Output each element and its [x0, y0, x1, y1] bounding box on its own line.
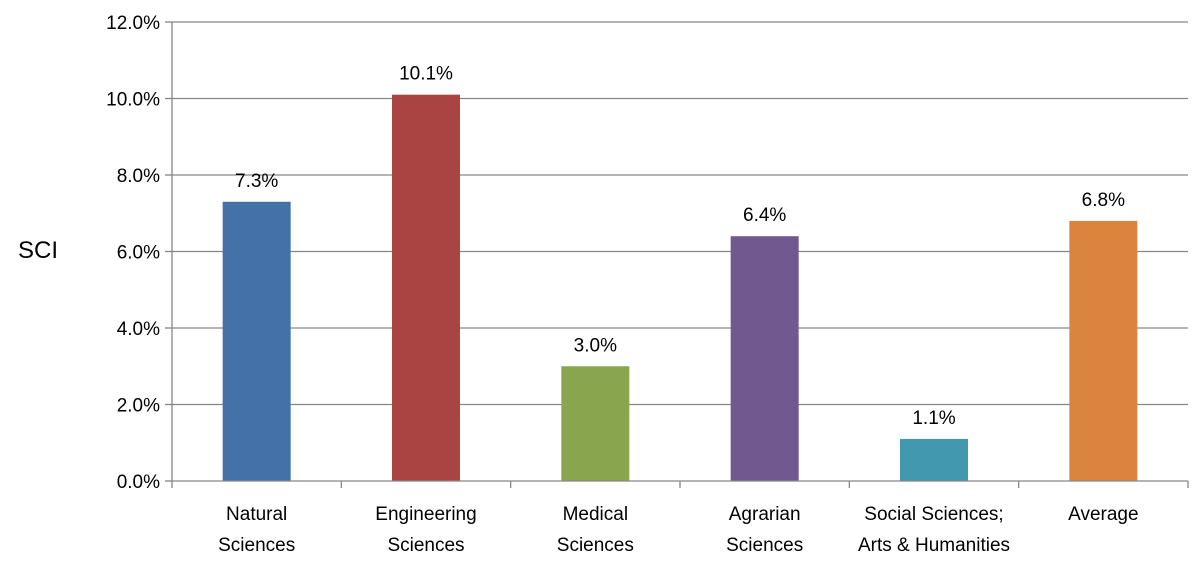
category-label: Natural	[226, 504, 287, 525]
category-labels: Natural Sciences Engineering Sciences Medica…	[218, 504, 1138, 556]
category-label: Agrarian	[729, 504, 801, 525]
category-label: Sciences	[387, 535, 464, 556]
y-tick-label: 10.0%	[106, 90, 160, 111]
bar	[900, 438, 968, 481]
data-label: 6.4%	[743, 205, 786, 226]
data-label: 3.0%	[574, 335, 617, 356]
y-axis-title: SCI	[18, 237, 58, 264]
category-label: Sciences	[218, 535, 295, 556]
category-label: Sciences	[726, 535, 803, 556]
data-label: 1.1%	[912, 408, 955, 429]
gridlines	[172, 21, 1188, 406]
y-tick-label: 8.0%	[117, 166, 160, 187]
data-label: 7.3%	[235, 171, 278, 192]
y-tick-label: 4.0%	[117, 319, 160, 340]
y-tick-label: 2.0%	[117, 396, 160, 417]
y-tick-label: 0.0%	[117, 472, 160, 493]
category-label: Arts & Humanities	[858, 535, 1010, 556]
category-label: Sciences	[557, 535, 634, 556]
bar	[1069, 220, 1138, 481]
data-label: 10.1%	[399, 64, 453, 85]
category-label: Engineering	[375, 504, 476, 525]
y-tick-label: 12.0%	[106, 13, 160, 34]
data-labels: 7.3% 10.1% 3.0% 6.4% 1.1% 6.8%	[235, 64, 1125, 429]
category-label: Average	[1068, 504, 1138, 525]
y-tick-labels: 0.0% 2.0% 4.0% 6.0% 8.0% 10.0% 12.0%	[106, 13, 160, 493]
category-label: Social Sciences;	[864, 504, 1003, 525]
bar	[561, 366, 630, 481]
data-label: 6.8%	[1082, 190, 1125, 211]
bars	[222, 94, 1138, 482]
axes	[165, 21, 1189, 488]
bar	[392, 94, 460, 482]
bar	[222, 201, 291, 481]
category-label: Medical	[563, 504, 628, 525]
bar	[730, 236, 799, 481]
y-tick-label: 6.0%	[117, 243, 160, 264]
